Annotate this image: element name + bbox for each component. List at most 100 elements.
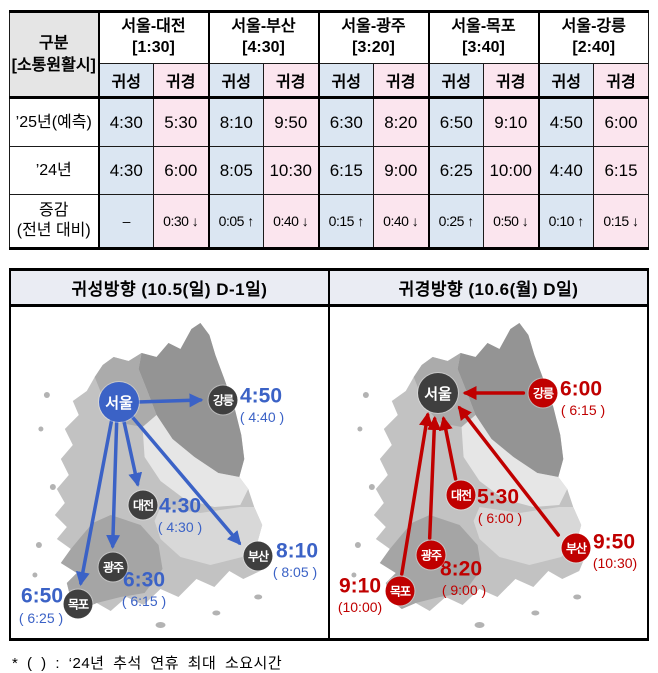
- time-label: 4:50: [239, 384, 283, 408]
- prev-time-label: ( 6:25 ): [18, 610, 64, 626]
- route-base-time: [1:30]: [132, 39, 175, 56]
- outbound-arrows: [75, 393, 242, 586]
- table-row-delta: 증감 (전년 대비) – 0:30 ↓ 0:05 ↑ 0:40 ↓ 0:15 ↑…: [9, 194, 649, 250]
- city-node-busan: 부산: [243, 541, 273, 571]
- origin-node-seoul: 서울: [99, 382, 139, 422]
- prev-time-label: ( 6:15 ): [560, 402, 606, 418]
- time-label: 9:10: [338, 574, 382, 598]
- route-name: 서울-부산: [231, 18, 296, 36]
- maps-body: 서울 강릉 대전 부산 광주 목포 4:50 ( 4:40 ) 4:30 ( 4…: [11, 307, 647, 638]
- header-row-directions: 귀성 귀경 귀성 귀경 귀성 귀경 귀성 귀경 귀성 귀경: [10, 63, 649, 99]
- city-node-gangneung: 강릉: [208, 385, 238, 415]
- delta-cell: 0:05 ↑: [207, 194, 264, 250]
- time-cell: 6:15: [317, 146, 374, 195]
- time-cell: 6:15: [593, 146, 649, 195]
- city-node-busan: 부산: [561, 533, 591, 563]
- route-header-gangneung: 서울-강릉 [2:40]: [537, 10, 649, 64]
- time-cell: 4:40: [537, 146, 594, 195]
- time-cell: 8:20: [373, 97, 429, 147]
- time-cell: 4:30: [97, 146, 154, 195]
- prev-time-label: (10:30): [592, 555, 638, 571]
- time-cell: 6:00: [153, 146, 209, 195]
- delta-cell: 0:15 ↓: [593, 194, 649, 250]
- panel-title-gwigyeong: 귀경방향 (10.6(월) D일): [328, 271, 647, 304]
- time-cell: 4:50: [537, 97, 594, 147]
- maps-header: 귀성방향 (10.5(일) D-1일) 귀경방향 (10.6(월) D일): [11, 271, 647, 307]
- delta-cell: –: [97, 194, 154, 250]
- inbound-arrows: [400, 386, 561, 576]
- time-cell: 8:05: [207, 146, 264, 195]
- map-panel-gwiseong: 서울 강릉 대전 부산 광주 목포 4:50 ( 4:40 ) 4:30 ( 4…: [11, 307, 328, 638]
- city-node-mokpo: 목포: [385, 576, 415, 606]
- row-label-2024: ’24년: [9, 146, 99, 195]
- panel-title-gwiseong: 귀성방향 (10.5(일) D-1일): [71, 280, 268, 299]
- time-cell: 6:50: [427, 97, 484, 147]
- prev-time-label: ( 6:15 ): [121, 593, 167, 609]
- dir-header: 귀성: [427, 63, 484, 99]
- coastal-islands: [351, 392, 582, 628]
- table-corner-header: 구분 [소통원활시]: [9, 10, 99, 99]
- time-label: 4:30: [158, 494, 202, 518]
- time-label: 5:30: [476, 485, 520, 509]
- table-row-2025: ’25년(예측) 4:30 5:30 8:10 9:50 6:30 8:20 6…: [9, 97, 649, 147]
- route-header-mokpo: 서울-목포 [3:40]: [427, 10, 539, 64]
- prev-time-label: ( 4:40 ): [239, 409, 285, 425]
- route-base-time: [3:40]: [462, 39, 505, 56]
- route-base-time: [4:30]: [242, 39, 285, 56]
- route-name: 서울-대전: [121, 18, 186, 36]
- route-header-daejeon: 서울-대전 [1:30]: [97, 10, 209, 64]
- time-cell: 10:30: [263, 146, 319, 195]
- dir-header: 귀경: [153, 63, 209, 99]
- time-cell: 8:10: [207, 97, 264, 147]
- dir-header: 귀성: [317, 63, 374, 99]
- delta-label-line1: 증감: [39, 202, 69, 219]
- time-label: 6:00: [559, 377, 603, 401]
- city-node-mokpo: 목포: [63, 589, 93, 619]
- time-label: 6:50: [20, 584, 64, 608]
- time-cell: 5:30: [153, 97, 209, 147]
- prev-time-label: (10:00): [337, 599, 383, 615]
- route-name: 서울-광주: [341, 18, 406, 36]
- map-panel-gwigyeong: 서울 강릉 대전 부산 광주 목포 6:00 ( 6:15 ) 5:30 ( 6…: [328, 307, 647, 638]
- delta-cell: 0:40 ↓: [373, 194, 429, 250]
- time-cell: 6:25: [427, 146, 484, 195]
- delta-cell: 0:30 ↓: [153, 194, 209, 250]
- delta-cell: 0:15 ↑: [317, 194, 374, 250]
- route-name: 서울-목포: [451, 18, 516, 36]
- route-base-time: [2:40]: [572, 39, 616, 56]
- dir-header: 귀성: [207, 63, 264, 99]
- route-header-gwangju: 서울-광주 [3:20]: [317, 10, 429, 64]
- prev-time-label: ( 4:30 ): [157, 519, 203, 535]
- city-node-gwangju: 광주: [416, 540, 446, 570]
- time-cell: 6:00: [593, 97, 649, 147]
- delta-cell: 0:25 ↑: [427, 194, 484, 250]
- footnote: * ( ) : ‘24년 추석 연휴 최대 소요시간: [12, 655, 283, 672]
- table-row-2024: ’24년 4:30 6:00 8:05 10:30 6:15 9:00 6:25…: [9, 146, 649, 195]
- time-cell: 4:30: [97, 97, 154, 147]
- header-row-routes: 구분 [소통원활시] 서울-대전 [1:30] 서울-부산 [4:30] 서울-…: [9, 10, 649, 99]
- dir-header: 귀경: [593, 63, 649, 99]
- time-cell: 6:30: [317, 97, 374, 147]
- dir-header: 귀성: [97, 63, 154, 99]
- row-label-2025: ’25년(예측): [9, 97, 99, 147]
- time-label: 8:20: [439, 557, 483, 581]
- city-node-gangneung: 강릉: [528, 378, 558, 408]
- delta-cell: 0:10 ↑: [537, 194, 594, 250]
- corner-line1: 구분: [39, 34, 69, 52]
- dir-header: 귀경: [373, 63, 429, 99]
- row-label-delta: 증감 (전년 대비): [9, 194, 99, 250]
- corner-line2: [소통원활시]: [11, 56, 96, 74]
- time-cell: 9:00: [373, 146, 429, 195]
- prev-time-label: ( 8:05 ): [272, 564, 318, 580]
- delta-label-line2: (전년 대비): [16, 222, 91, 239]
- prev-time-label: ( 9:00 ): [441, 582, 487, 598]
- city-node-daejeon: 대전: [446, 480, 476, 510]
- travel-time-table: 구분 [소통원활시] 서울-대전 [1:30] 서울-부산 [4:30] 서울-…: [9, 10, 649, 250]
- time-cell: 9:50: [263, 97, 319, 147]
- time-cell: 10:00: [483, 146, 539, 195]
- dir-header: 귀성: [537, 63, 594, 99]
- delta-cell: 0:40 ↓: [263, 194, 319, 250]
- dir-header: 귀경: [483, 63, 539, 99]
- time-label: 6:30: [122, 568, 166, 592]
